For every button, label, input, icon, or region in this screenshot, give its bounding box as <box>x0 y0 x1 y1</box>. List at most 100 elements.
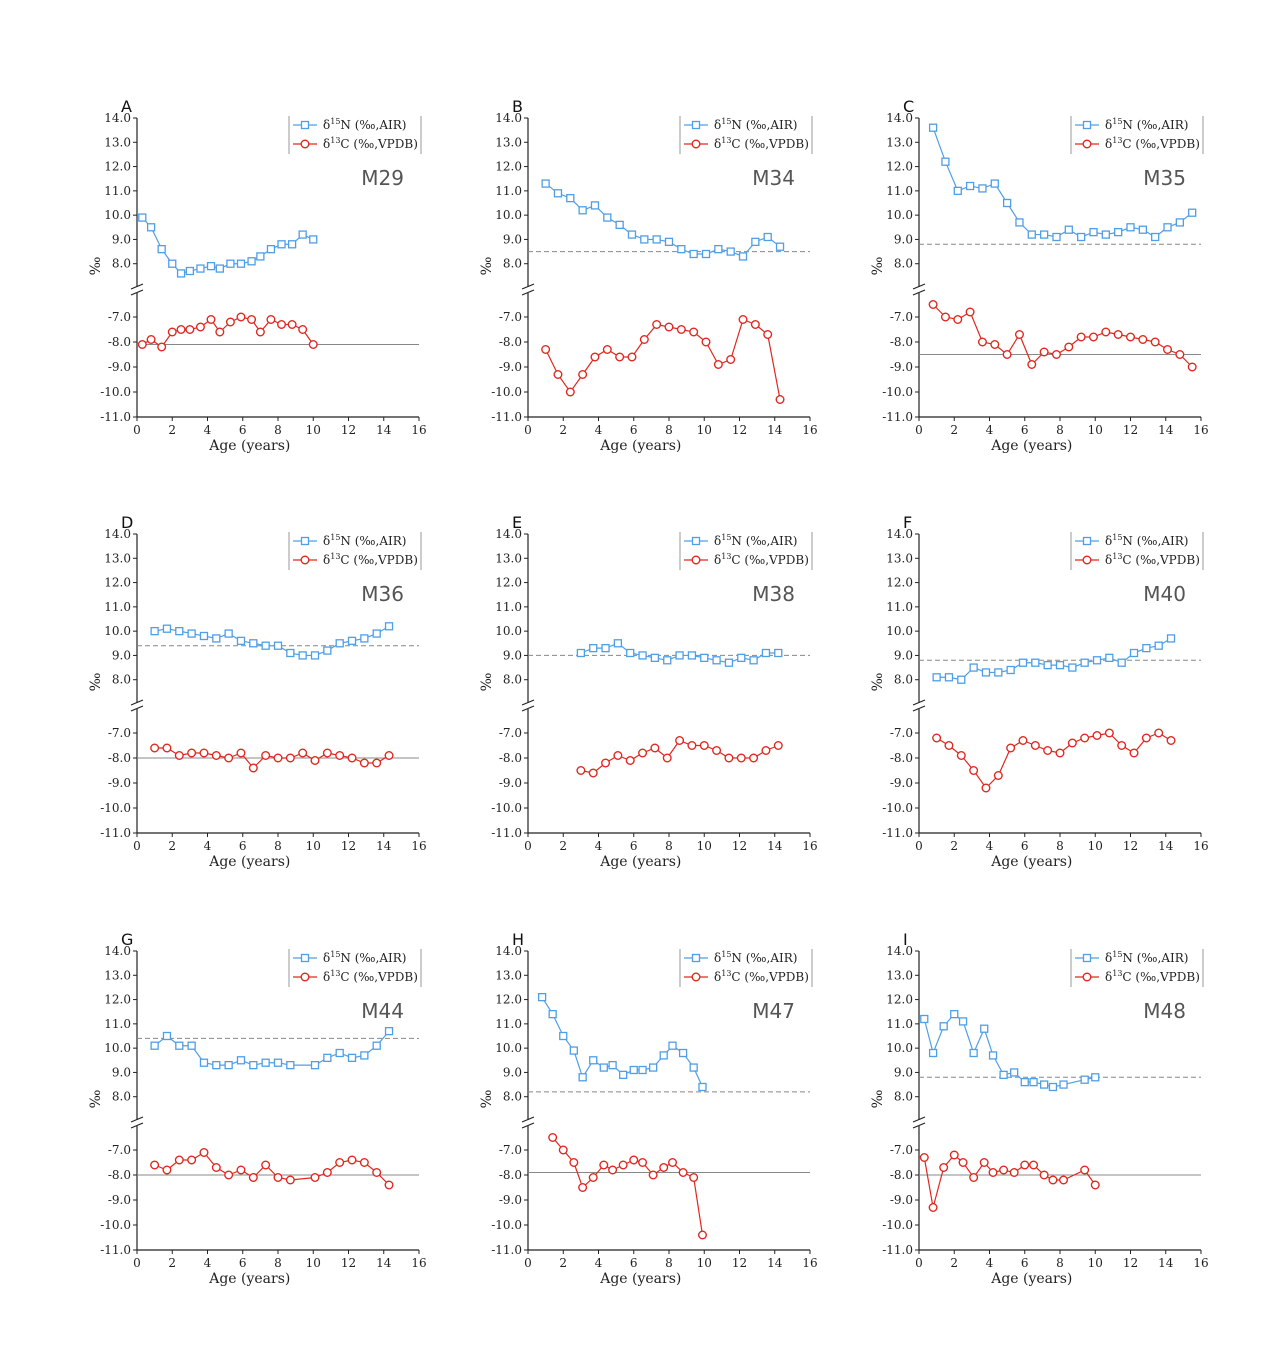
y-tick-label: 14.0 <box>495 944 522 958</box>
axis-break-gap <box>913 1120 925 1126</box>
c-data-point <box>162 743 172 753</box>
n-data-point <box>726 247 735 256</box>
y-tick-label: -7.0 <box>108 310 131 324</box>
y-tick-label: -7.0 <box>499 1143 522 1157</box>
x-tick-label: 14 <box>376 423 392 437</box>
y-tick-label: -11.0 <box>491 410 522 424</box>
n-data-point <box>638 651 647 660</box>
c-data-point <box>176 325 186 335</box>
n-data-point <box>958 1017 968 1026</box>
y-tick-label: -11.0 <box>491 1243 522 1257</box>
c-data-point <box>958 1157 968 1167</box>
c-data-point <box>248 763 258 773</box>
c-series-line <box>936 732 1172 789</box>
specimen-label: M47 <box>752 999 795 1023</box>
n-data-point <box>236 259 246 268</box>
y-tick-label: 14.0 <box>495 527 522 541</box>
x-axis-title: Age (years) <box>208 438 290 454</box>
x-tick-label: 2 <box>559 423 567 437</box>
n-data-point <box>994 668 1003 677</box>
x-axis-title: Age (years) <box>599 854 681 870</box>
n-data-point <box>678 1048 688 1058</box>
c-series-line <box>923 1154 1096 1208</box>
axis-break-mark <box>521 699 535 706</box>
y-tick-label: -11.0 <box>491 826 522 840</box>
legend-n-label: δ15N (‰,AIR) <box>714 950 797 965</box>
panel-h: 14.0 13.0 12.0 11.0 10.0 9.0 8.0 -7.0 -8.0 -9.0 -1… <box>479 930 818 1287</box>
n-data-point <box>957 675 966 684</box>
y-axis-title: ‰ <box>88 256 104 275</box>
c-data-point <box>1039 1170 1049 1180</box>
c-data-point <box>185 325 195 335</box>
c-data-point <box>1175 350 1185 360</box>
c-series-line <box>545 318 781 400</box>
legend-c-label: δ13C (‰,VPDB) <box>323 969 418 984</box>
c-data-point <box>261 751 271 761</box>
legend-n-marker <box>300 536 310 546</box>
c-data-point <box>273 753 283 763</box>
n-data-point <box>608 1060 617 1070</box>
c-data-point <box>668 1157 678 1167</box>
x-tick-label: 4 <box>204 1256 212 1270</box>
n-data-point <box>700 653 709 663</box>
n-data-point <box>347 1053 357 1063</box>
y-tick-label: -8.0 <box>890 1168 913 1182</box>
n-data-point <box>689 249 698 259</box>
y-tick-label: 8.0 <box>894 1090 913 1104</box>
legend: δ15N (‰,AIR) δ13C (‰,VPDB) <box>679 532 813 570</box>
c-data-point <box>1150 337 1160 347</box>
n-data-point <box>185 266 195 276</box>
axis-break-mark <box>521 289 535 296</box>
c-data-point <box>749 753 759 763</box>
c-data-point <box>969 766 979 776</box>
c-data-point <box>1006 743 1016 753</box>
n-data-point <box>590 201 600 210</box>
n-data-point <box>1015 218 1024 227</box>
n-data-point <box>650 653 660 663</box>
panel-b: 14.0 13.0 12.0 11.0 10.0 9.0 8.0 -7.0 -8.0 -9.0 -1… <box>479 97 818 454</box>
n-data-point <box>589 643 598 653</box>
specimen-label: M40 <box>1143 582 1186 606</box>
n-data-point <box>175 1041 184 1050</box>
y-tick-label: 8.0 <box>503 257 522 271</box>
c-data-point <box>1187 362 1197 372</box>
axis-break-gap <box>913 703 925 709</box>
y-tick-label: 10.0 <box>104 1041 131 1055</box>
c-data-point <box>174 751 184 761</box>
n-data-point <box>360 634 369 643</box>
axis-break-mark <box>130 1116 144 1123</box>
y-tick-label: 12.0 <box>104 993 131 1007</box>
y-tick-label: 13.0 <box>104 968 131 982</box>
x-tick-label: 12 <box>341 423 356 437</box>
legend-c-label: δ13C (‰,VPDB) <box>714 136 809 151</box>
c-data-point <box>248 1172 258 1182</box>
n-data-point <box>1166 634 1176 643</box>
c-data-point <box>981 783 991 793</box>
c-data-point <box>359 758 369 768</box>
x-tick-label: 8 <box>1056 839 1064 853</box>
y-tick-label: 11.0 <box>495 184 522 198</box>
legend: δ15N (‰,AIR) δ13C (‰,VPDB) <box>679 949 813 987</box>
c-data-point <box>1129 748 1139 758</box>
x-tick-label: 2 <box>559 839 567 853</box>
n-series-line <box>545 183 781 258</box>
legend-c-marker <box>691 139 701 149</box>
c-data-point <box>310 1172 320 1182</box>
panel-letter: E <box>512 513 522 532</box>
x-tick-label: 0 <box>915 423 923 437</box>
n-data-point <box>1101 230 1110 239</box>
legend-c-label: δ13C (‰,VPDB) <box>1105 969 1200 984</box>
x-tick-label: 14 <box>767 839 783 853</box>
c-data-point <box>187 1155 197 1165</box>
y-tick-label: 11.0 <box>886 1017 913 1031</box>
n-data-point <box>335 1048 344 1058</box>
n-data-point <box>212 1060 221 1070</box>
x-axis-title: Age (years) <box>990 438 1072 454</box>
c-data-point <box>553 370 563 380</box>
n-data-point <box>1091 1073 1100 1082</box>
y-tick-label: 12.0 <box>104 576 131 590</box>
y-tick-label: -10.0 <box>100 385 131 399</box>
n-data-point <box>627 230 637 239</box>
axis-break-mark <box>130 289 144 296</box>
